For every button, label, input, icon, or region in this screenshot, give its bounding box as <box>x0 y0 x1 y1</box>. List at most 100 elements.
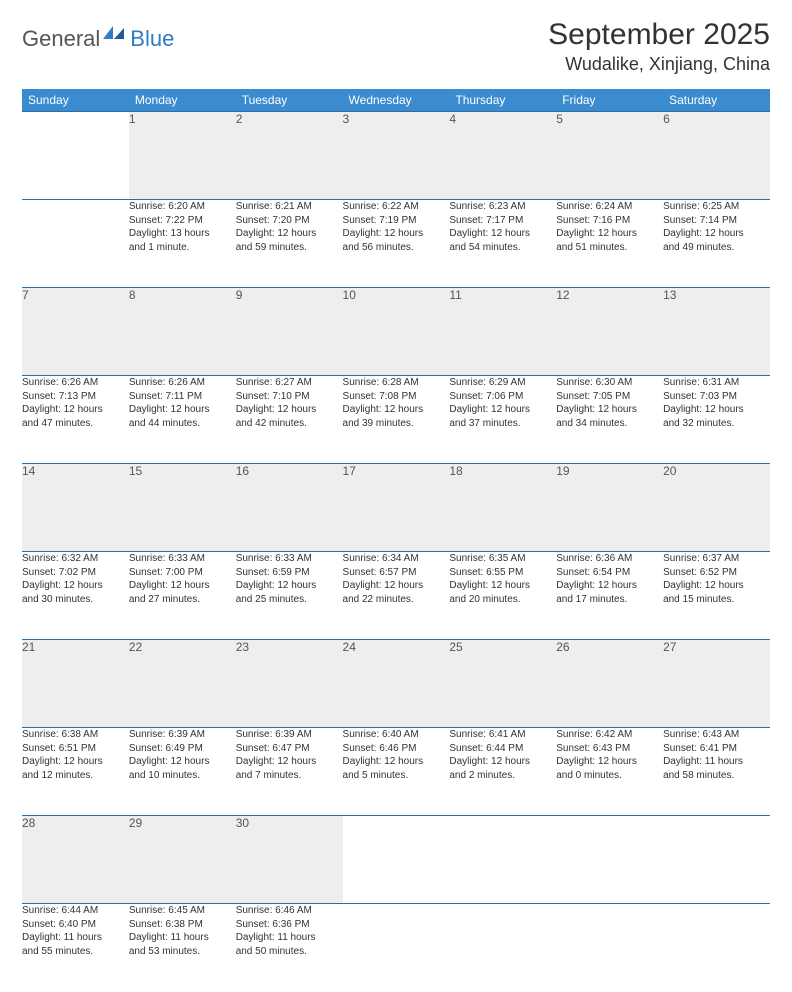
daylight-text: and 51 minutes. <box>556 241 663 255</box>
daylight-text: and 53 minutes. <box>129 945 236 959</box>
day-number-cell: 27 <box>663 640 770 728</box>
day-number: 26 <box>556 640 569 654</box>
day-info-cell: Sunrise: 6:35 AMSunset: 6:55 PMDaylight:… <box>449 552 556 640</box>
daylight-text: and 22 minutes. <box>343 593 450 607</box>
weekday-header: Saturday <box>663 89 770 112</box>
sunset-text: Sunset: 7:19 PM <box>343 214 450 228</box>
daylight-text: and 47 minutes. <box>22 417 129 431</box>
daylight-text: Daylight: 12 hours <box>22 755 129 769</box>
sunrise-text: Sunrise: 6:42 AM <box>556 728 663 742</box>
sunrise-text: Sunrise: 6:22 AM <box>343 200 450 214</box>
sunrise-text: Sunrise: 6:33 AM <box>236 552 343 566</box>
day-number: 4 <box>449 112 456 126</box>
sunset-text: Sunset: 7:05 PM <box>556 390 663 404</box>
daylight-text: Daylight: 12 hours <box>663 227 770 241</box>
day-info-row: Sunrise: 6:26 AMSunset: 7:13 PMDaylight:… <box>22 376 770 464</box>
sunrise-text: Sunrise: 6:28 AM <box>343 376 450 390</box>
weekday-header: Sunday <box>22 89 129 112</box>
daylight-text: and 42 minutes. <box>236 417 343 431</box>
daylight-text: Daylight: 11 hours <box>129 931 236 945</box>
day-number-cell: 12 <box>556 288 663 376</box>
daylight-text: Daylight: 11 hours <box>663 755 770 769</box>
day-number-cell: 7 <box>22 288 129 376</box>
day-number: 7 <box>22 288 29 302</box>
sunrise-text: Sunrise: 6:21 AM <box>236 200 343 214</box>
day-info-cell: Sunrise: 6:37 AMSunset: 6:52 PMDaylight:… <box>663 552 770 640</box>
sunrise-text: Sunrise: 6:25 AM <box>663 200 770 214</box>
day-number-row: 7 8 910 11 1213 <box>22 288 770 376</box>
day-number-cell: 3 <box>343 112 450 200</box>
daylight-text: Daylight: 12 hours <box>22 403 129 417</box>
sunset-text: Sunset: 7:03 PM <box>663 390 770 404</box>
daylight-text: and 7 minutes. <box>236 769 343 783</box>
day-number: 14 <box>22 464 35 478</box>
day-number: 2 <box>236 112 243 126</box>
daylight-text: and 58 minutes. <box>663 769 770 783</box>
daylight-text: Daylight: 12 hours <box>663 403 770 417</box>
sunset-text: Sunset: 7:02 PM <box>22 566 129 580</box>
day-number-row: 14151617181920 <box>22 464 770 552</box>
sunset-text: Sunset: 6:43 PM <box>556 742 663 756</box>
sunrise-text: Sunrise: 6:29 AM <box>449 376 556 390</box>
day-info-row: Sunrise: 6:44 AMSunset: 6:40 PMDaylight:… <box>22 904 770 992</box>
day-info-cell: Sunrise: 6:20 AMSunset: 7:22 PMDaylight:… <box>129 200 236 288</box>
sunrise-text: Sunrise: 6:35 AM <box>449 552 556 566</box>
daylight-text: and 30 minutes. <box>22 593 129 607</box>
day-number: 16 <box>236 464 249 478</box>
day-number-cell: 6 <box>663 112 770 200</box>
sunset-text: Sunset: 7:11 PM <box>129 390 236 404</box>
sunrise-text: Sunrise: 6:43 AM <box>663 728 770 742</box>
daylight-text: Daylight: 13 hours <box>129 227 236 241</box>
daylight-text: Daylight: 11 hours <box>236 931 343 945</box>
daylight-text: Daylight: 12 hours <box>556 755 663 769</box>
day-number: 29 <box>129 816 142 830</box>
weekday-header-row: Sunday Monday Tuesday Wednesday Thursday… <box>22 89 770 112</box>
sunset-text: Sunset: 6:51 PM <box>22 742 129 756</box>
day-number-row: 28 29 30 <box>22 816 770 904</box>
daylight-text: and 25 minutes. <box>236 593 343 607</box>
sunset-text: Sunset: 7:22 PM <box>129 214 236 228</box>
day-number: 11 <box>449 288 461 302</box>
sunrise-text: Sunrise: 6:33 AM <box>129 552 236 566</box>
daylight-text: Daylight: 12 hours <box>22 579 129 593</box>
day-number-cell <box>343 816 450 904</box>
calendar-table: Sunday Monday Tuesday Wednesday Thursday… <box>22 89 770 992</box>
day-info-cell: Sunrise: 6:28 AMSunset: 7:08 PMDaylight:… <box>343 376 450 464</box>
daylight-text: and 1 minute. <box>129 241 236 255</box>
daylight-text: Daylight: 12 hours <box>129 579 236 593</box>
daylight-text: and 12 minutes. <box>22 769 129 783</box>
day-number-cell: 9 <box>236 288 343 376</box>
day-info-cell <box>343 904 450 992</box>
day-info-cell: Sunrise: 6:46 AMSunset: 6:36 PMDaylight:… <box>236 904 343 992</box>
daylight-text: Daylight: 12 hours <box>129 403 236 417</box>
sunrise-text: Sunrise: 6:32 AM <box>22 552 129 566</box>
title-block: September 2025 Wudalike, Xinjiang, China <box>548 18 770 75</box>
day-info-cell: Sunrise: 6:34 AMSunset: 6:57 PMDaylight:… <box>343 552 450 640</box>
day-info-cell: Sunrise: 6:40 AMSunset: 6:46 PMDaylight:… <box>343 728 450 816</box>
daylight-text: Daylight: 12 hours <box>129 755 236 769</box>
day-number-cell: 13 <box>663 288 770 376</box>
sunset-text: Sunset: 6:47 PM <box>236 742 343 756</box>
daylight-text: and 49 minutes. <box>663 241 770 255</box>
daylight-text: Daylight: 12 hours <box>236 403 343 417</box>
day-number: 10 <box>343 288 356 302</box>
day-number: 28 <box>22 816 35 830</box>
day-number: 8 <box>129 288 136 302</box>
daylight-text: and 27 minutes. <box>129 593 236 607</box>
daylight-text: and 34 minutes. <box>556 417 663 431</box>
day-number-cell: 5 <box>556 112 663 200</box>
day-number-cell: 23 <box>236 640 343 728</box>
day-info-cell: Sunrise: 6:27 AMSunset: 7:10 PMDaylight:… <box>236 376 343 464</box>
sunrise-text: Sunrise: 6:27 AM <box>236 376 343 390</box>
day-info-cell: Sunrise: 6:31 AMSunset: 7:03 PMDaylight:… <box>663 376 770 464</box>
day-number: 30 <box>236 816 249 830</box>
weekday-header: Tuesday <box>236 89 343 112</box>
daylight-text: and 37 minutes. <box>449 417 556 431</box>
sunset-text: Sunset: 7:08 PM <box>343 390 450 404</box>
day-number: 20 <box>663 464 676 478</box>
day-info-cell: Sunrise: 6:39 AMSunset: 6:47 PMDaylight:… <box>236 728 343 816</box>
logo-text-general: General <box>22 26 100 52</box>
daylight-text: Daylight: 12 hours <box>449 227 556 241</box>
daylight-text: Daylight: 12 hours <box>236 755 343 769</box>
weekday-header: Wednesday <box>343 89 450 112</box>
